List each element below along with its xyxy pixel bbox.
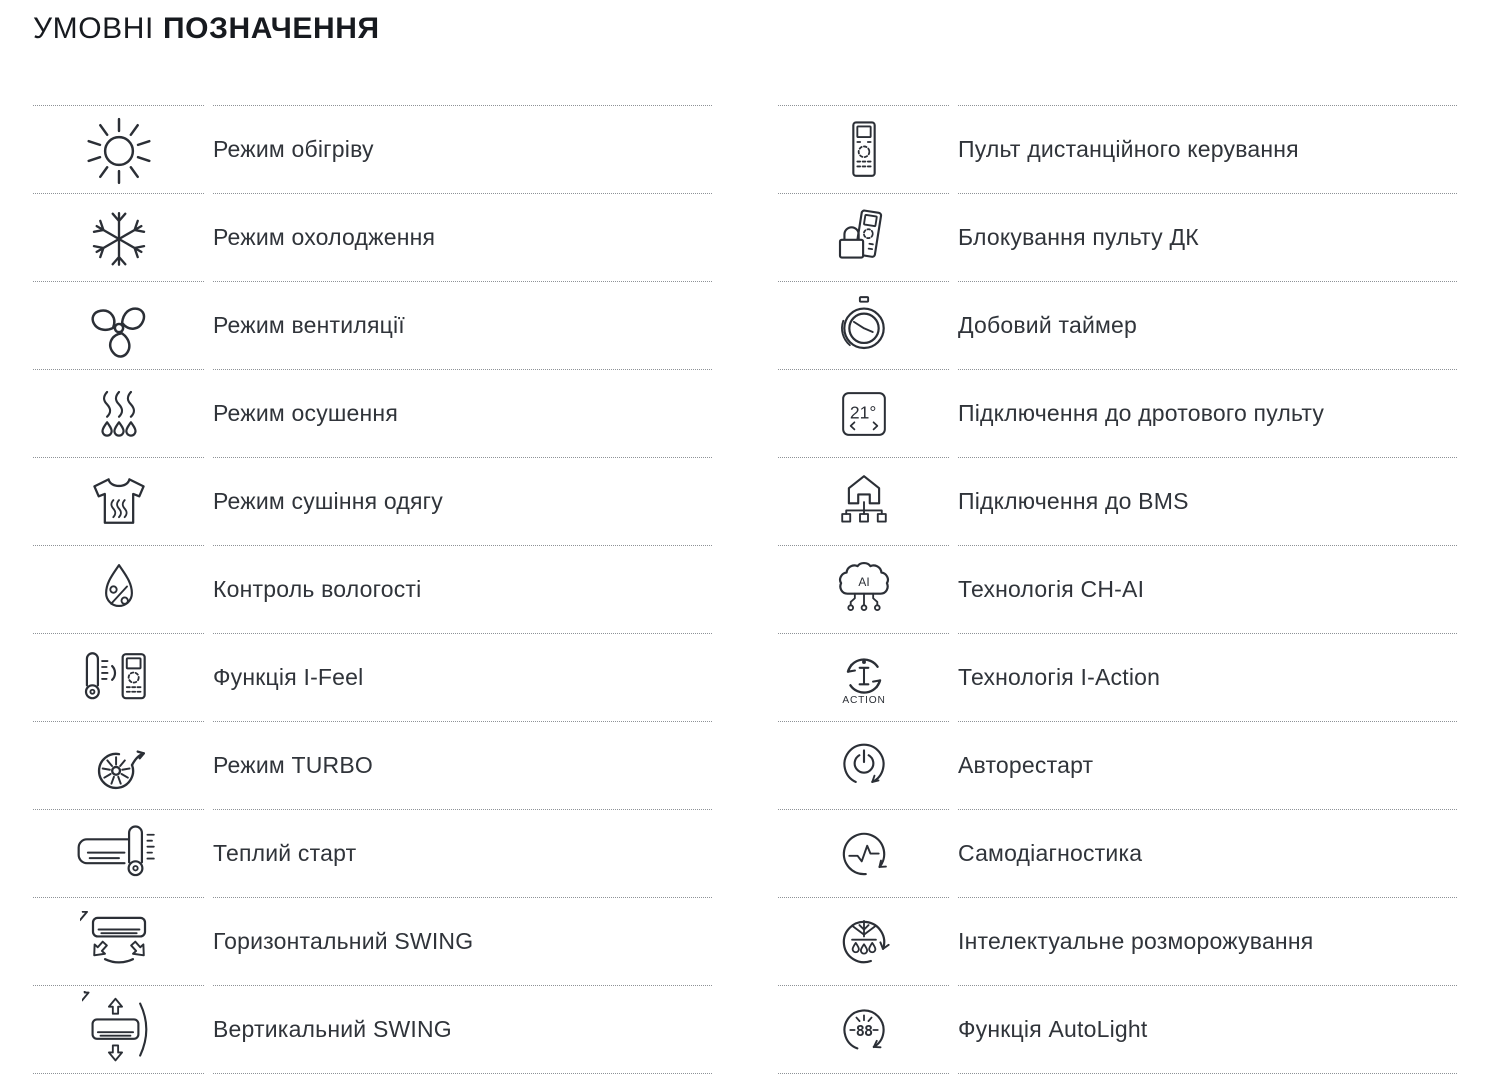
remote-lock-icon [778,193,949,281]
remote-control-icon [778,105,949,193]
legend-column-closer-label [213,1073,712,1074]
legend-label: Вертикальний SWING [213,1016,452,1042]
legend-label: Підключення до BMS [958,488,1189,514]
legend-column-closer-icon [778,1073,949,1074]
legend-row-label-cell: Режим осушення [213,369,712,457]
legend-label: Технологія CH-AI [958,576,1145,602]
ch-ai-icon: AI [778,545,949,633]
legend-row-label-cell: Технологія I-Action [958,633,1457,721]
legend-row-label-cell: Контроль вологості [213,545,712,633]
legend-row-label-cell: Підключення до BMS [958,457,1457,545]
legend-label: Блокування пульту ДК [958,224,1199,250]
legend-label: Горизонтальний SWING [213,928,474,954]
wired-controller-icon: 21° [778,369,949,457]
legend-label: Функція AutoLight [958,1016,1148,1042]
legend-label: Режим осушення [213,400,398,426]
svg-text:21°: 21° [849,402,875,422]
legend-row-label-cell: Авторестарт [958,721,1457,809]
horizontal-swing-icon [33,897,204,985]
legend-row-label-cell: Режим TURBO [213,721,712,809]
page-title-bold: ПОЗНАЧЕННЯ [163,12,380,45]
legend-label: Функція I-Feel [213,664,364,690]
legend-label: Теплий старт [213,840,357,866]
legend-label: Режим охолодження [213,224,436,250]
legend-row-label-cell: Функція AutoLight [958,985,1457,1073]
legend-label: Режим TURBO [213,752,373,778]
self-diagnostics-icon [778,809,949,897]
legend-row-label-cell: Теплий старт [213,809,712,897]
page-title: УМОВНІ ПОЗНАЧЕННЯ [33,10,1498,48]
legend-label: Самодіагностика [958,840,1143,866]
vertical-swing-icon [33,985,204,1073]
legend: Режим обігріву Режим охолодження Режим в… [33,105,1457,1074]
legend-row-label-cell: Самодіагностика [958,809,1457,897]
cooling-snowflake-icon [33,193,204,281]
clothes-drying-icon [33,457,204,545]
i-action-icon: ACTION [778,633,949,721]
legend-column-right: Пульт дистанційного керування Блокування… [778,105,1457,1074]
legend-row-label-cell: Режим сушіння одягу [213,457,712,545]
legend-row-label-cell: Добовий таймер [958,281,1457,369]
legend-column-closer-icon [33,1073,204,1074]
i-feel-icon [33,633,204,721]
svg-text:ACTION: ACTION [842,694,885,705]
legend-column-left: Режим обігріву Режим охолодження Режим в… [33,105,712,1074]
legend-label: Авторестарт [958,752,1094,778]
legend-label: Інтелектуальне розморожування [958,928,1314,954]
legend-row-label-cell: Функція I-Feel [213,633,712,721]
autolight-icon: 88 [778,985,949,1073]
legend-label: Режим сушіння одягу [213,488,443,514]
daily-timer-icon [778,281,949,369]
legend-row-label-cell: Горизонтальний SWING [213,897,712,985]
legend-label: Пульт дистанційного керування [958,136,1299,162]
legend-label: Технологія I-Action [958,664,1161,690]
turbo-icon [33,721,204,809]
svg-text:AI: AI [858,574,869,588]
dehumidification-icon [33,369,204,457]
svg-text:88: 88 [855,1021,872,1039]
page-title-light: УМОВНІ [33,12,154,45]
legend-label: Режим вентиляції [213,312,405,338]
legend-label: Добовий таймер [958,312,1138,338]
legend-column-closer-label [958,1073,1457,1074]
legend-row-label-cell: Режим охолодження [213,193,712,281]
legend-label: Підключення до дротового пульту [958,400,1325,426]
legend-row-label-cell: Пульт дистанційного керування [958,105,1457,193]
legend-row-label-cell: Режим обігріву [213,105,712,193]
legend-label: Режим обігріву [213,136,374,162]
legend-label: Контроль вологості [213,576,422,602]
legend-row-label-cell: Блокування пульту ДК [958,193,1457,281]
legend-row-label-cell: Підключення до дротового пульту [958,369,1457,457]
legend-row-label-cell: Технологія CH-AI [958,545,1457,633]
autorestart-icon [778,721,949,809]
intelligent-defrost-icon [778,897,949,985]
legend-row-label-cell: Режим вентиляції [213,281,712,369]
ventilation-fan-icon [33,281,204,369]
humidity-control-icon [33,545,204,633]
legend-row-label-cell: Вертикальний SWING [213,985,712,1073]
legend-row-label-cell: Інтелектуальне розморожування [958,897,1457,985]
warm-start-icon [33,809,204,897]
heating-sun-icon [33,105,204,193]
bms-connection-icon [778,457,949,545]
